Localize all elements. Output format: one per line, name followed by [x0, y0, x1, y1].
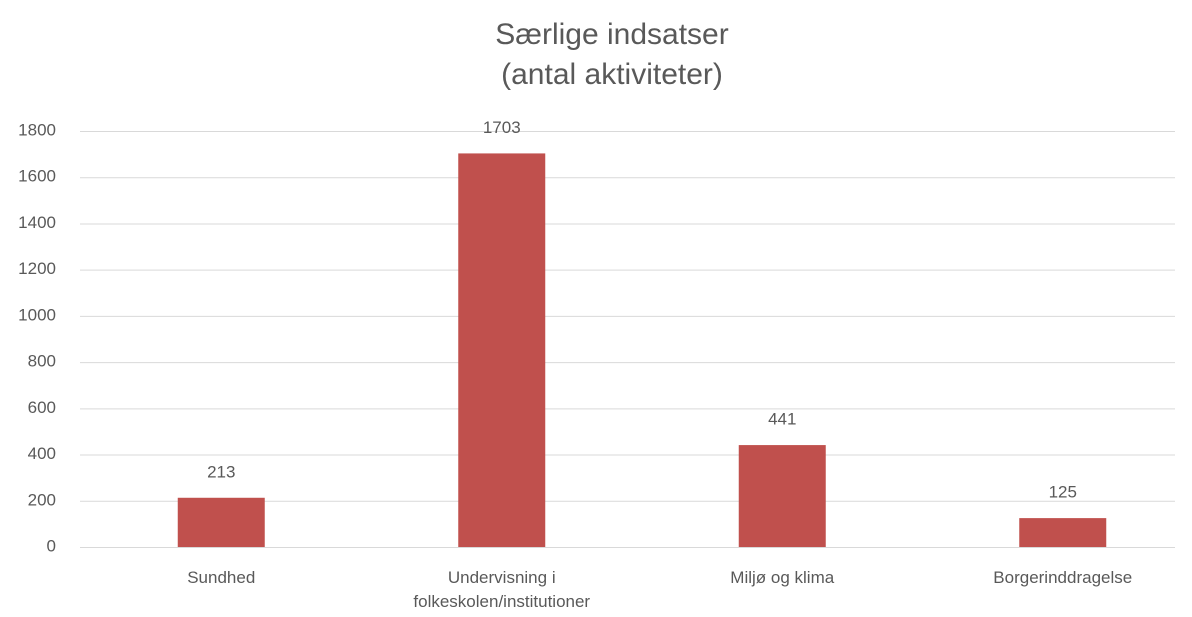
x-tick-label: Miljø og klima: [730, 568, 835, 587]
data-label: 1703: [483, 118, 521, 137]
bar: [738, 445, 826, 547]
bar: [177, 497, 265, 547]
data-label: 125: [1049, 483, 1077, 502]
x-tick-label: Undervisning i folkeskolen/institutioner: [413, 568, 591, 611]
bar: [458, 153, 546, 547]
y-tick-label: 400: [28, 444, 56, 463]
y-tick-label: 1800: [18, 120, 56, 139]
y-tick-label: 1400: [18, 213, 56, 232]
data-label: 441: [768, 410, 796, 429]
bar: [1019, 518, 1107, 547]
y-tick-label: 600: [28, 398, 56, 417]
y-tick-label: 1200: [18, 259, 56, 278]
y-tick-label: 1000: [18, 305, 56, 324]
y-tick-label: 800: [28, 352, 56, 371]
y-tick-label: 200: [28, 490, 56, 509]
x-tick-label: Sundhed: [187, 568, 256, 587]
y-tick-label: 0: [47, 536, 56, 555]
x-tick-label: Borgerinddragelse: [993, 568, 1133, 587]
chart-subtitle: (antal aktiviteter): [501, 58, 723, 91]
data-label: 213: [207, 462, 235, 481]
chart-title: Særlige indsatser: [495, 18, 728, 51]
y-tick-label: 1600: [18, 167, 56, 186]
